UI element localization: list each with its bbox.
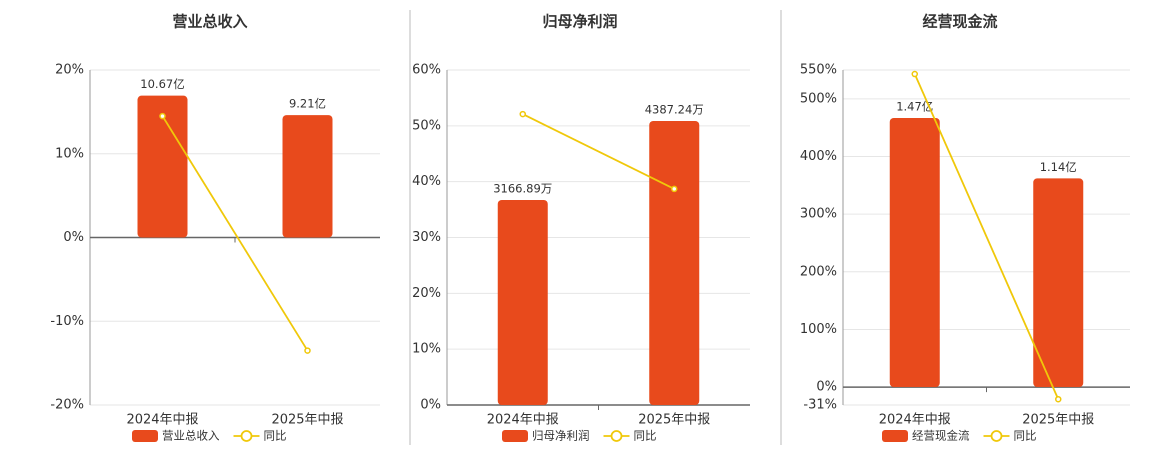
x-tick-label: 2025年中报 [271, 413, 343, 428]
data-label: 3166.89万 [493, 181, 552, 195]
y-tick-label: -20% [50, 398, 84, 413]
legend-label: 归母净利润 [532, 429, 590, 443]
y-tick-label: 20% [412, 286, 441, 301]
y-tick-label: 10% [412, 342, 441, 357]
legend-swatch [502, 430, 528, 442]
line-series [522, 113, 675, 190]
legend-label: 同比 [264, 429, 287, 443]
y-tick-label: 20% [55, 63, 84, 78]
y-tick-label: 40% [412, 174, 441, 189]
y-tick-label: 0% [63, 230, 84, 245]
x-tick-label: 2024年中报 [126, 413, 198, 428]
y-tick-label: 60% [412, 63, 441, 78]
legend-label: 同比 [634, 429, 657, 443]
x-tick-label: 2024年中报 [487, 413, 559, 428]
y-tick-label: 30% [412, 230, 441, 245]
legend-label: 经营现金流 [912, 429, 970, 443]
bar [1033, 178, 1084, 388]
data-label: 4387.24万 [645, 102, 704, 116]
y-tick-label: 50% [412, 118, 441, 133]
line-series [913, 73, 1060, 400]
x-tick-label: 2024年中报 [879, 413, 951, 428]
bar [137, 95, 188, 238]
x-tick-label: 2025年中报 [1022, 413, 1094, 428]
data-label: 10.67亿 [140, 77, 184, 91]
bar [649, 120, 700, 406]
legend-swatch [240, 430, 253, 442]
line-point [519, 110, 526, 118]
legend-swatch [132, 430, 158, 442]
data-label: 1.47亿 [896, 99, 933, 113]
y-tick-label: 500% [800, 91, 837, 106]
y-tick-label: -10% [50, 314, 84, 329]
legend-swatch [882, 430, 908, 442]
y-tick-label: 400% [800, 149, 837, 164]
chart-title: 营业总收入 [172, 13, 247, 31]
data-label: 9.21亿 [289, 97, 326, 111]
legend-swatch [610, 430, 623, 442]
line-point [671, 185, 678, 193]
legend-label: 同比 [1014, 429, 1037, 443]
legend-swatch [990, 430, 1003, 442]
line-series [161, 115, 309, 352]
data-label: 1.14亿 [1040, 160, 1077, 174]
y-tick-label: 200% [800, 264, 837, 279]
bar [889, 117, 940, 388]
y-tick-label: 300% [800, 207, 837, 222]
chart-title: 归母净利润 [542, 13, 617, 31]
legend-label: 营业总收入 [162, 429, 220, 443]
line-point [159, 112, 166, 120]
bar [497, 199, 548, 405]
y-tick-label: 0% [816, 380, 837, 395]
chart-title: 经营现金流 [922, 13, 997, 31]
y-tick-label: -31% [803, 398, 837, 413]
x-tick-label: 2025年中报 [638, 413, 710, 428]
y-tick-label: 100% [800, 322, 837, 337]
line-point [1055, 395, 1062, 403]
line-point [911, 70, 918, 78]
y-tick-label: 10% [55, 146, 84, 161]
line-point [304, 347, 311, 354]
y-tick-label: 0% [420, 398, 441, 413]
bar [282, 115, 333, 238]
y-tick-label: 550% [800, 63, 837, 78]
